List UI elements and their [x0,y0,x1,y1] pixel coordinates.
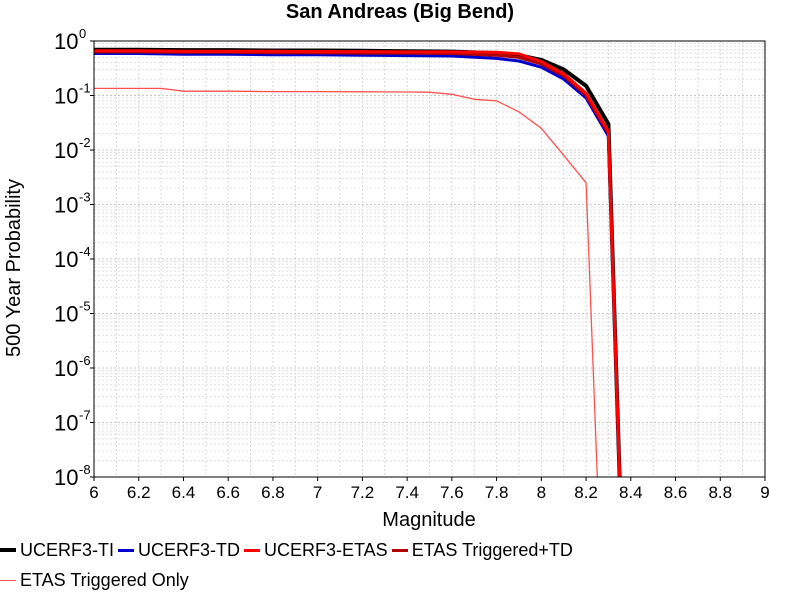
series-line-etas-triggered-td [94,50,622,477]
y-tick-base: 10 [54,356,78,381]
legend-label: UCERF3-ETAS [264,539,388,560]
y-tick-base: 10 [54,302,78,327]
x-tick-label: 8.8 [708,483,732,502]
legend-swatch [0,579,16,581]
y-tick-exponent: -6 [79,353,91,368]
y-tick-label: 10 -8 [54,462,91,490]
series-line-ucerf3-ti [94,47,622,477]
y-tick-label: 10 -6 [54,353,91,381]
y-tick-base: 10 [54,84,78,109]
y-tick-exponent: -3 [79,190,91,205]
x-tick-label: 6 [89,483,98,502]
x-axis-label: Magnitude [382,509,475,531]
x-tick-label: 7.8 [485,483,509,502]
y-tick-exponent: 0 [79,26,86,41]
series-line-ucerf3-etas [94,49,622,477]
y-tick-exponent: -5 [79,299,91,314]
y-tick-exponent: -8 [79,462,91,477]
legend-item: UCERF3-TD [118,540,240,561]
x-tick-label: 7.4 [395,483,419,502]
grid [94,41,766,478]
legend-label: ETAS Triggered Only [20,569,189,590]
y-tick-exponent: -7 [79,408,91,423]
y-tick-base: 10 [54,465,78,490]
y-tick-base: 10 [54,138,78,163]
legend-label: UCERF3-TD [138,539,240,560]
chart-title: San Andreas (Big Bend) [286,1,514,23]
y-tick-label: 10 -7 [54,408,91,436]
legend-label: ETAS Triggered+TD [411,539,573,560]
legend-item: UCERF3-TI [0,540,114,561]
x-tick-label: 8.4 [619,483,643,502]
legend-swatch [0,548,16,552]
y-tick-label: 10 0 [54,26,86,54]
y-tick-base: 10 [54,411,78,436]
legend-row: UCERF3-TI UCERF3-TD UCERF3-ETAS ETAS Trigge… [0,539,577,561]
y-tick-exponent: -2 [79,135,91,150]
x-tick-label: 8.6 [664,483,688,502]
y-tick-exponent: -4 [79,244,91,259]
series-line-ucerf3-td [94,52,622,477]
y-tick-label: 10 -3 [54,190,91,218]
y-tick-label: 10 -4 [54,244,91,272]
x-tick-label: 7.6 [440,483,464,502]
y-tick-exponent: -1 [79,81,91,96]
legend-swatch [391,548,408,552]
x-tick-label: 6.8 [261,483,285,502]
y-tick-base: 10 [54,247,78,272]
y-tick-label: 10 -2 [54,135,91,163]
x-tick-label: 6.4 [172,483,196,502]
y-tick-base: 10 [54,193,78,218]
x-tick-label: 8.2 [574,483,598,502]
legend-label: UCERF3-TI [20,539,114,560]
y-tick-label: 10 -1 [54,81,91,109]
y-axis-label: 500 Year Probability [3,179,25,357]
legend-row: ETAS Triggered Only [0,569,193,591]
x-axis-ticks: 6 6.2 6.4 6.6 6.8 7 7.2 7.4 7.6 7.8 8 8.2 8.4 8.6 8.8 9 [89,477,770,502]
x-tick-label: 9 [760,483,769,502]
series-layer [94,47,622,477]
series-line-etas-triggered-only [94,87,598,477]
legend-swatch [118,548,134,552]
y-tick-base: 10 [54,29,78,54]
x-tick-label: 7 [313,483,322,502]
legend-item: UCERF3-ETAS [244,540,388,561]
x-tick-label: 6.2 [127,483,151,502]
legend-item: ETAS Triggered+TD [391,539,573,561]
legend-swatch [244,548,260,552]
legend-item: ETAS Triggered Only [0,570,189,591]
x-tick-label: 6.6 [216,483,240,502]
y-tick-label: 10 -5 [54,299,91,327]
x-tick-label: 7.2 [351,483,375,502]
x-tick-label: 8 [537,483,546,502]
